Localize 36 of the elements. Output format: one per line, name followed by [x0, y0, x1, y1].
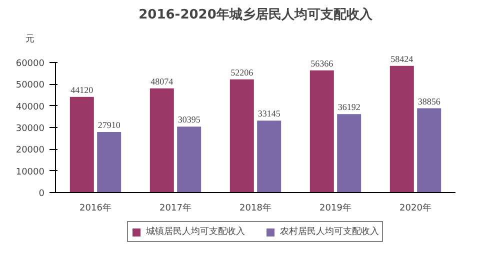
bar	[177, 126, 202, 192]
data-label: 52206	[230, 67, 254, 78]
data-label: 33145	[258, 108, 281, 119]
data-label: 56366	[310, 58, 334, 68]
bar	[310, 70, 334, 192]
data-label: 38856	[418, 96, 441, 106]
legend-label: 农村居民人均可支配收入	[280, 226, 379, 238]
data-label: 58424	[390, 54, 414, 64]
x-tick-label: 2020年	[400, 202, 432, 214]
x-tick-label: 2016年	[80, 202, 112, 214]
data-label: 27910	[98, 120, 121, 130]
bar	[97, 132, 122, 192]
data-label: 36192	[338, 102, 360, 112]
bar	[150, 88, 174, 192]
bar	[230, 79, 254, 192]
y-tick-label: 40000	[16, 102, 45, 112]
data-label: 48074	[150, 76, 174, 86]
bar	[390, 66, 414, 192]
y-axis-title: 元	[26, 34, 34, 44]
x-tick-label: 2018年	[240, 202, 272, 214]
y-tick-label: 0	[38, 189, 45, 199]
y-tick-label: 20000	[16, 146, 45, 156]
chart-title: 2016-2020年城乡居民人均可支配收入	[138, 6, 374, 22]
y-tick-label: 60000	[16, 59, 45, 69]
bar	[417, 108, 442, 192]
y-tick-label: 10000	[16, 167, 45, 178]
x-tick-label: 2017年	[160, 202, 192, 214]
legend-label: 城镇居民人均可支配收入	[146, 226, 245, 238]
y-tick-label: 50000	[16, 80, 45, 91]
data-label: 30395	[178, 114, 201, 125]
data-label: 44120	[70, 84, 94, 95]
bar	[70, 96, 94, 192]
x-tick-label: 2019年	[320, 202, 352, 214]
bar	[257, 120, 282, 192]
y-tick-label: 30000	[16, 124, 45, 134]
bar	[337, 114, 362, 192]
